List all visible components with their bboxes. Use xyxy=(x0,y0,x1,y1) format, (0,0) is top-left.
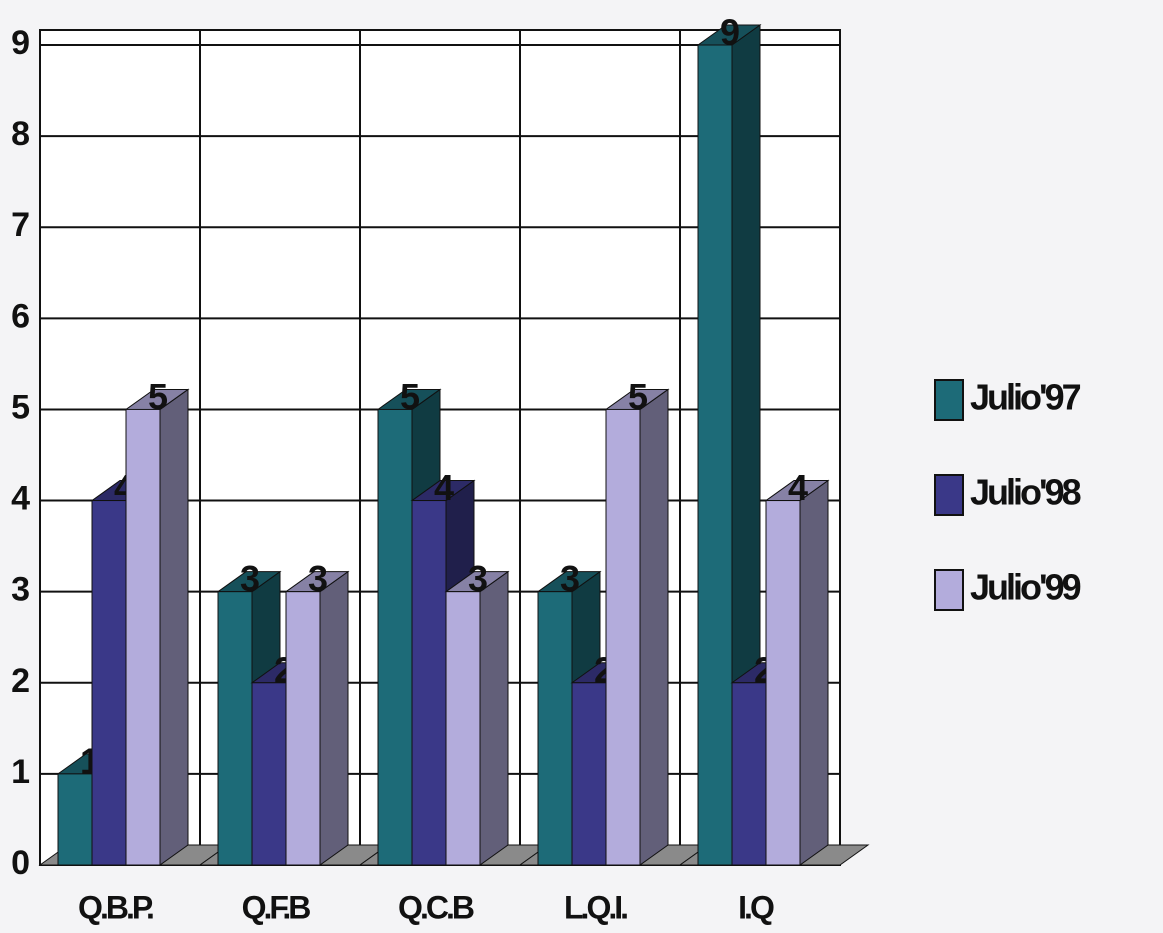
data-label: 3 xyxy=(468,558,487,599)
y-tick-label: 9 xyxy=(11,24,29,62)
data-label: 5 xyxy=(628,376,648,417)
y-tick-label: 6 xyxy=(11,297,29,335)
bar xyxy=(57,773,93,866)
bar xyxy=(217,591,253,866)
data-label: 4 xyxy=(788,467,808,508)
data-label: 3 xyxy=(240,558,259,599)
bar xyxy=(765,500,801,866)
bar xyxy=(571,682,607,866)
bar xyxy=(251,682,287,866)
bar-side xyxy=(479,570,509,866)
y-tick-label: 1 xyxy=(11,753,29,791)
x-tick-label: I.Q xyxy=(738,889,774,925)
y-tick-label: 4 xyxy=(11,480,30,518)
y-tick-label: 5 xyxy=(11,388,29,426)
legend-swatch xyxy=(934,569,964,611)
x-tick-label: Q.C.B xyxy=(398,889,474,925)
data-label: 4 xyxy=(434,467,454,508)
bar xyxy=(605,408,641,866)
bar-side xyxy=(159,388,189,866)
bar xyxy=(537,591,573,866)
data-label: 3 xyxy=(560,558,579,599)
data-label: 5 xyxy=(148,376,168,417)
x-tick-label: Q.B.P. xyxy=(78,889,153,925)
data-label: 9 xyxy=(720,12,739,53)
legend-swatch xyxy=(934,379,964,421)
y-tick-label: 0 xyxy=(11,844,29,882)
legend-swatch xyxy=(934,474,964,516)
bar xyxy=(125,408,161,866)
legend-label: Julio'98 xyxy=(970,472,1081,513)
x-tick-label: Q.F.B xyxy=(242,889,311,925)
bar xyxy=(285,591,321,866)
y-tick-label: 3 xyxy=(11,571,29,609)
bar xyxy=(445,591,481,866)
bar xyxy=(731,682,767,866)
bar-side xyxy=(319,570,349,866)
y-tick-label: 8 xyxy=(11,115,29,153)
legend-label: Julio'97 xyxy=(970,377,1081,418)
bar xyxy=(697,44,733,866)
bar xyxy=(377,408,413,866)
bar xyxy=(91,500,127,866)
y-tick-label: 2 xyxy=(11,662,29,700)
bar xyxy=(411,500,447,866)
bar-side xyxy=(639,388,669,866)
legend-label: Julio'99 xyxy=(970,567,1081,608)
data-label: 5 xyxy=(400,376,420,417)
data-label: 3 xyxy=(308,558,327,599)
y-tick-label: 7 xyxy=(11,206,29,244)
x-tick-label: L.Q.I. xyxy=(564,889,627,925)
bar-side xyxy=(799,479,829,866)
